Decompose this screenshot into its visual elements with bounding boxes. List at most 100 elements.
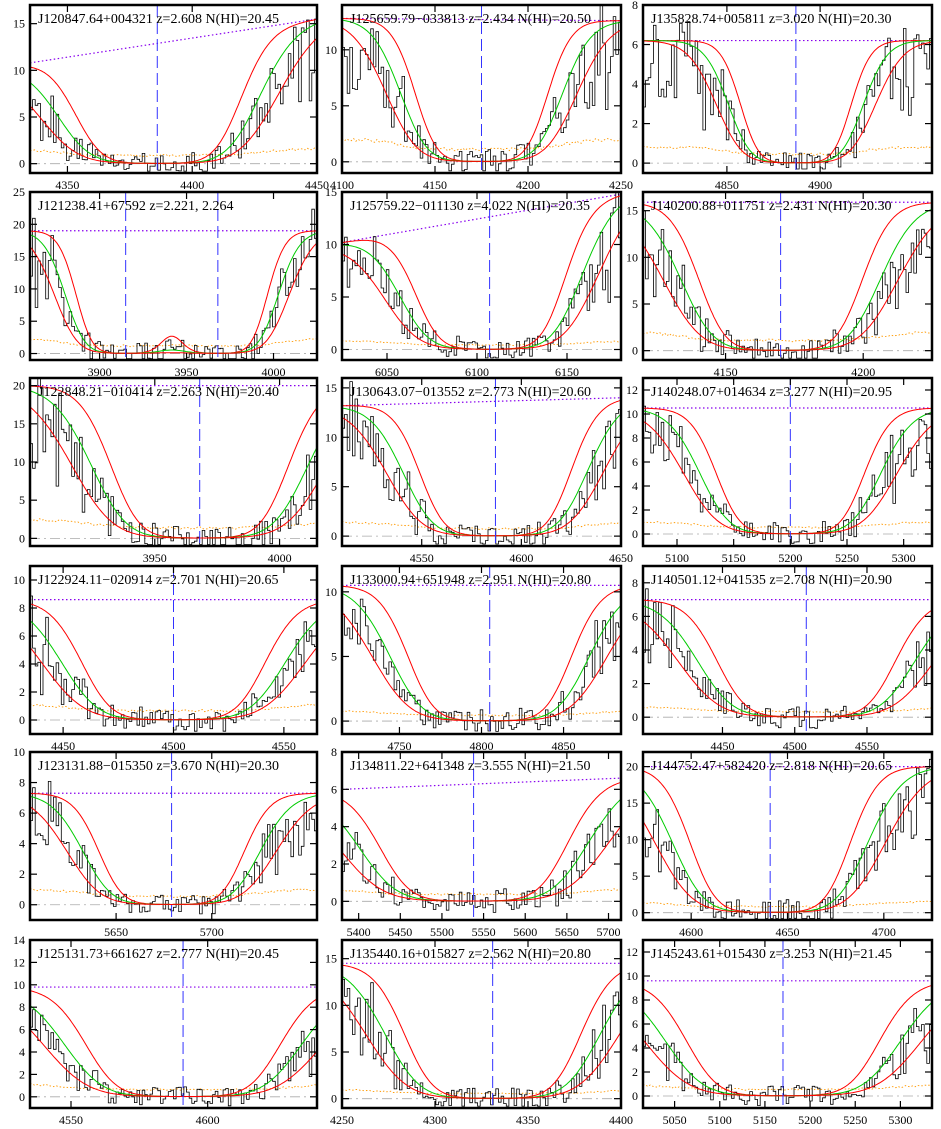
x-tick-label: 5100: [708, 1113, 732, 1127]
y-tick-label: 6: [632, 1017, 638, 1031]
panel-plot-area: [30, 566, 317, 734]
data-spectrum: [643, 405, 932, 544]
y-tick-label: 2: [632, 1065, 638, 1079]
y-tick-label: 8: [632, 576, 638, 590]
model-best-fit: [643, 605, 932, 718]
y-tick-label: 8: [632, 431, 638, 445]
y-tick-label: 10: [13, 63, 25, 77]
panel-plot-area: [30, 752, 317, 920]
panel-title: J125659.79−033813 z=2.434 N(HI)=20.50: [350, 12, 591, 27]
panel-plot-area: [342, 192, 621, 360]
panel-frame: [28, 376, 319, 548]
x-tick-label: 4650: [776, 925, 800, 939]
data-spectrum: [30, 208, 317, 360]
panel-plot-area: [643, 566, 932, 734]
x-tick-label: 5700: [200, 925, 224, 939]
panel-title: J120847.64+004321 z=2.608 N(HI)=20.45: [38, 12, 279, 27]
panel-title: J122848.21−010414 z=2.263 N(HI)=20.40: [38, 385, 279, 400]
x-tick-label: 4650: [609, 551, 633, 565]
panel-plot-area: [643, 192, 932, 360]
x-tick-label: 5600: [513, 925, 537, 939]
panel-title: J140248.07+014634 z=3.277 N(HI)=20.95: [651, 385, 892, 400]
x-tick-label: 5200: [798, 1113, 822, 1127]
y-tick-label: 0: [19, 531, 25, 545]
panel-title: J122924.11−020914 z=2.701 N(HI)=20.65: [38, 573, 279, 588]
panel-plot-area: [30, 940, 317, 1108]
panel-12: 4450 4500 4550 0 2 4 6 8 J140501.12+041535 z=2.7…: [632, 564, 934, 753]
y-tick-label: 4: [632, 643, 638, 657]
y-tick-label: 5: [331, 480, 337, 494]
x-tick-label: 6050: [375, 365, 399, 379]
model-best-fit: [643, 410, 932, 535]
y-tick-label: 0: [19, 347, 25, 361]
x-tick-label: 4600: [509, 551, 533, 565]
panel-10: 4450 4500 4550 0 2 4 6 8 10 J122924.11−020914 z=2…: [13, 564, 319, 753]
y-tick-label: 5: [19, 314, 25, 328]
panel-frame: [641, 564, 934, 736]
y-tick-label: 0: [632, 710, 638, 724]
model-upper-bound: [30, 37, 317, 164]
model-best-fit: [643, 1002, 932, 1097]
continuum-line: [342, 397, 621, 407]
y-tick-label: 6: [632, 609, 638, 623]
y-tick-label: 5: [632, 297, 638, 311]
y-tick-label: 4: [331, 820, 337, 834]
panel-6: 4150 4200 0 5 10 15 J140200.88+011751 z=2.431 …: [626, 190, 934, 379]
panel-frame: [340, 190, 623, 362]
panel-plot-area: [643, 378, 932, 546]
x-tick-label: 4450: [710, 739, 734, 753]
x-tick-label: 5300: [888, 1113, 912, 1127]
x-tick-label: 5250: [843, 1113, 867, 1127]
model-best-fit: [30, 795, 317, 905]
y-tick-label: 0: [632, 156, 638, 170]
y-tick-label: 4: [632, 479, 638, 493]
panel-title: J125759.22−011130 z=4.022 N(HI)=20.35: [350, 199, 590, 214]
error-spectrum: [342, 521, 621, 530]
x-tick-label: 4750: [387, 739, 411, 753]
x-tick-label: 4450: [51, 739, 75, 753]
panel-plot-area: [342, 5, 621, 173]
panel-frame: [28, 938, 319, 1110]
panel-plot-area: [342, 378, 621, 546]
model-upper-bound: [30, 406, 317, 539]
panel-11: 4750 4800 4850 0 5 10 J133000.94+651948 z=2.95…: [325, 564, 623, 753]
y-tick-label: 10: [13, 745, 25, 759]
data-spectrum: [30, 781, 317, 915]
x-tick-label: 4400: [609, 1113, 633, 1127]
x-tick-label: 5150: [722, 551, 746, 565]
error-spectrum: [643, 900, 932, 908]
panel-frame: [340, 376, 623, 548]
y-tick-label: 15: [325, 952, 337, 966]
x-tick-label: 4400: [180, 178, 204, 192]
x-tick-label: 5150: [753, 1113, 777, 1127]
model-lower-bound: [30, 230, 317, 354]
y-tick-label: 6: [331, 782, 337, 796]
panel-title: J121238.41+67592 z=2.221, 2.264: [38, 199, 233, 214]
x-tick-label: 4150: [423, 178, 447, 192]
y-tick-label: 4: [19, 1045, 25, 1059]
panel-plot-area: [643, 752, 932, 920]
x-tick-label: 4500: [162, 739, 186, 753]
y-tick-label: 6: [19, 1023, 25, 1037]
x-tick-label: 4600: [679, 925, 703, 939]
x-tick-label: 4800: [470, 739, 494, 753]
y-tick-label: 2: [19, 1067, 25, 1081]
panel-plot-area: [643, 940, 932, 1108]
x-tick-label: 4700: [872, 925, 896, 939]
panel-frame: [28, 750, 319, 922]
data-spectrum: [30, 1009, 317, 1107]
model-upper-bound: [30, 803, 317, 905]
x-tick-label: 5250: [835, 551, 859, 565]
panel-title: J135440.16+015827 z=2.562 N(HI)=20.80: [350, 947, 591, 962]
model-lower-bound: [342, 195, 621, 350]
y-tick-label: 2: [632, 117, 638, 131]
x-tick-label: 5450: [388, 925, 412, 939]
x-tick-label: 5100: [665, 551, 689, 565]
x-tick-label: 5700: [597, 925, 621, 939]
y-tick-label: 2: [331, 857, 337, 871]
model-upper-bound: [643, 420, 932, 535]
y-tick-label: 10: [13, 978, 25, 992]
model-upper-bound: [30, 242, 317, 354]
x-tick-label: 4500: [783, 739, 807, 753]
